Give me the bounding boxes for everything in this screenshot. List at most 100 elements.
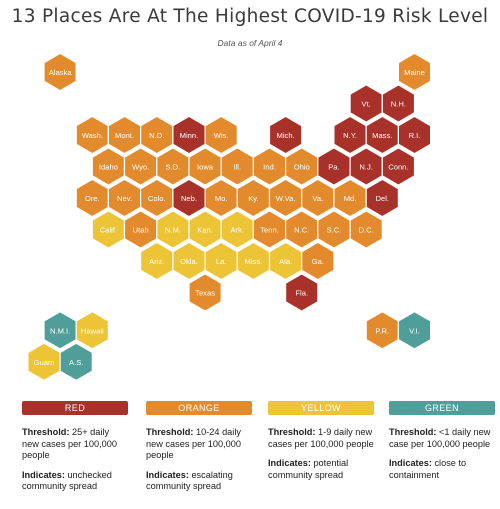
hex-shape [365, 178, 399, 218]
hex-tile-minn: Minn. [172, 115, 206, 155]
hex-label: Utah [133, 226, 149, 235]
indicates-label: Indicates: [268, 458, 311, 468]
hex-tile-iowa: Iowa [188, 147, 222, 186]
hex-label: Ohio [294, 163, 310, 172]
hex-label: Texas [195, 289, 215, 298]
hex-label: P.R. [375, 326, 389, 335]
hex-label: Md. [344, 194, 357, 203]
hex-tile-calif: Calif. [91, 210, 126, 249]
hex-label: La. [216, 257, 227, 266]
hex-tile-alaska: Alaska [43, 52, 77, 92]
hex-tile-wash: Wash. [75, 115, 110, 155]
hex-tile-miss: Miss. [236, 241, 271, 281]
hex-shape [75, 311, 110, 350]
legend-swatch-yellow: YELLOW [268, 401, 374, 415]
legend-swatch-green: GREEN [389, 401, 495, 415]
threshold-text: 10-24 daily new cases per 100,000 people [146, 427, 242, 460]
hex-tile-ark: Ark. [220, 210, 254, 249]
hex-label: Mo. [215, 194, 228, 203]
hex-label: Wash. [82, 131, 103, 140]
legend-item-yellow: YELLOW Threshold: 1-9 daily new cases per… [268, 401, 374, 489]
hex-label: Ga. [312, 257, 324, 266]
hex-tile-del: Del. [365, 178, 399, 218]
hex-tile-va: Va. [301, 178, 335, 218]
hex-tile-idaho: Idaho [91, 147, 126, 186]
hex-tile-utah: Utah [123, 210, 158, 249]
hex-tile-ill: Ill. [220, 147, 254, 186]
hex-tile-conn: Conn. [381, 147, 416, 186]
hex-label: Ill. [234, 163, 242, 172]
hex-tile-vt: Vt. [349, 84, 383, 123]
hex-tile-n-m-i: N.M.I. [43, 311, 77, 350]
hex-label: N.C. [294, 226, 309, 235]
legend-item-orange: ORANGE Threshold: 10-24 daily new cases p… [146, 401, 252, 501]
hex-label: Ala. [279, 257, 292, 266]
hex-label: Ariz. [149, 257, 164, 266]
hex-tile-mass: Mass. [365, 115, 399, 155]
threshold-label: Threshold: [22, 427, 70, 437]
hex-tile-wyo: Wyo. [123, 147, 158, 186]
hex-tile-ore: Ore. [75, 178, 110, 218]
hex-label: Wyo. [132, 163, 149, 172]
hex-tile-md: Md. [333, 178, 367, 218]
hex-label: Ark. [231, 226, 245, 235]
hex-label: N.H. [391, 100, 406, 109]
indicates-text: escalating community spread [146, 469, 233, 492]
legend-swatch-orange: ORANGE [146, 401, 252, 415]
hex-tile-p-r: P.R. [365, 311, 399, 350]
hex-tile-pa: Pa. [317, 147, 351, 186]
hex-shape [301, 241, 335, 281]
hex-tile-la: La. [204, 241, 238, 281]
hex-tile-n-d: N.D. [140, 115, 174, 155]
hex-tile-ind: Ind. [252, 147, 287, 186]
hex-tile-a-s: A.S. [59, 342, 93, 382]
legend-description: Threshold: 10-24 daily new cases per 100… [146, 427, 252, 493]
hex-tile-ga: Ga. [301, 241, 335, 281]
hex-label: S.D. [165, 163, 180, 172]
hex-label: Maine [404, 68, 425, 77]
hex-label: Tenn. [260, 226, 279, 235]
hex-label: Ky. [248, 194, 258, 203]
hex-tile-wis: Wis. [204, 115, 238, 155]
hex-label: Vt. [362, 100, 371, 109]
hex-tile-s-c: S.C. [317, 210, 351, 249]
hex-label: Ind. [263, 163, 276, 172]
hex-tile-map: Alaska Maine Vt. N.H. Wash. Mont. N.D. Minn. Wis… [27, 52, 432, 382]
hex-tile-ohio: Ohio [285, 147, 319, 186]
hex-tile-neb: Neb. [172, 178, 206, 218]
threshold-text: 1-9 daily new cases per 100,000 people [268, 427, 374, 449]
hex-shape [397, 311, 432, 350]
page-title: 13 Places Are At The Highest COVID-19 Ri… [11, 6, 489, 27]
hex-tile-maine: Maine [397, 52, 432, 92]
hex-label: Idaho [99, 163, 118, 172]
hex-label: Va. [312, 194, 323, 203]
hex-tile-ariz: Ariz. [140, 241, 174, 281]
hex-tile-fla: Fla. [285, 273, 319, 312]
hex-shape [285, 273, 319, 312]
hex-label: Hawaii [81, 326, 104, 335]
hex-tile-nev: Nev. [107, 178, 142, 218]
hex-tile-mont: Mont. [107, 115, 142, 155]
hex-tile-mo: Mo. [204, 178, 238, 218]
hex-label: D.C. [359, 226, 374, 235]
hex-tile-okla: Okla. [172, 241, 206, 281]
hex-label: A.S. [69, 358, 83, 367]
hex-label: Iowa [197, 163, 214, 172]
hex-tile-n-h: N.H. [381, 84, 416, 123]
hex-label: N.M. [165, 226, 181, 235]
hex-label: Miss. [245, 257, 263, 266]
hex-tile-n-c: N.C. [285, 210, 319, 249]
hex-label: Fla. [295, 289, 308, 298]
hex-tile-hawaii: Hawaii [75, 311, 110, 350]
page-subtitle: Data as of April 4 [217, 38, 283, 48]
hex-shape [397, 115, 432, 155]
hex-label: Pa. [328, 163, 339, 172]
legend-description: Threshold: 1-9 daily new cases per 100,0… [268, 427, 374, 481]
hex-label: Mich. [277, 131, 295, 140]
hex-label: N.J. [359, 163, 373, 172]
hex-shape [268, 115, 303, 155]
hex-shape [381, 147, 416, 186]
hex-label: Conn. [388, 163, 408, 172]
hex-tile-r-i: R.I. [397, 115, 432, 155]
hex-label: V.I. [409, 326, 420, 335]
